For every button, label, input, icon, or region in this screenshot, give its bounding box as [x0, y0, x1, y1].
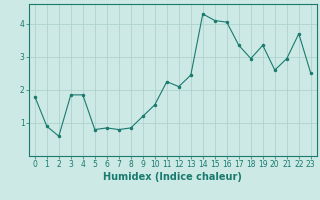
- X-axis label: Humidex (Indice chaleur): Humidex (Indice chaleur): [103, 172, 242, 182]
